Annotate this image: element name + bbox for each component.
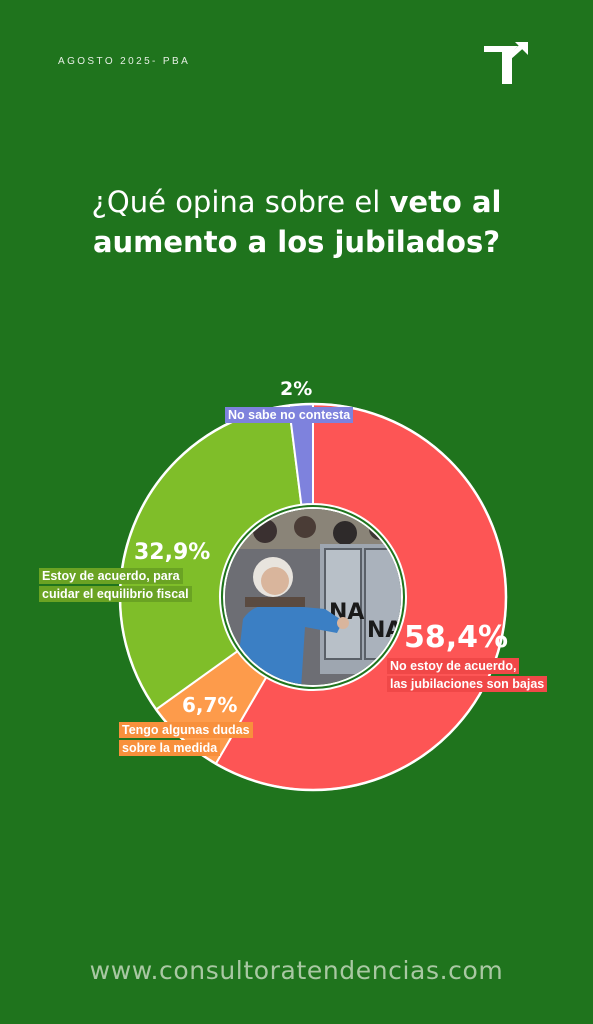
slice-label-dudas: Tengo algunas dudas sobre la medida	[116, 720, 302, 758]
title-bold: veto al aumento a los jubilados?	[92, 185, 502, 259]
slice-value-dudas: 6,7%	[182, 693, 238, 717]
slice-value-de-acuerdo: 32,9%	[134, 540, 211, 565]
protest-photo-icon: NA NA	[225, 509, 401, 685]
center-photo: NA NA	[223, 507, 403, 687]
slice-label-no-sabe: No sabe no contesta	[222, 405, 388, 425]
date-label: AGOSTO 2025- PBA	[58, 56, 191, 67]
slice-value-no-sabe: 2%	[280, 378, 313, 400]
slice-label-no-de-acuerdo: No estoy de acuerdo, las jubilaciones so…	[384, 656, 580, 694]
website-url: www.consultoratendencias.com	[89, 956, 504, 985]
slice-label-de-acuerdo: Estoy de acuerdo, para cuidar el equilib…	[36, 566, 242, 604]
title-regular: ¿Qué opina sobre el	[91, 185, 390, 219]
tendencias-logo-icon	[484, 42, 528, 84]
slice-value-no-de-acuerdo: 58,4%	[404, 620, 509, 655]
page-title: ¿Qué opina sobre el veto al aumento a lo…	[20, 182, 573, 262]
